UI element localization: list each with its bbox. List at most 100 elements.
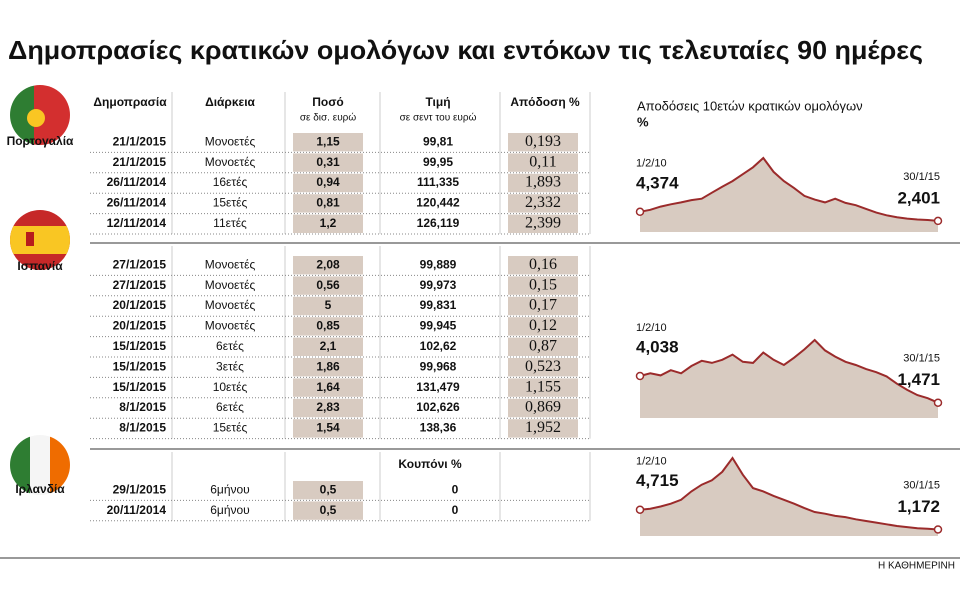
value-label: 4,038 (636, 337, 679, 356)
yield-cell (508, 419, 578, 438)
auction-date: 21/1/2015 (113, 155, 167, 169)
x-label: 30/1/15 (903, 171, 940, 183)
price: 99,968 (420, 359, 457, 373)
duration: Μονοετές (205, 319, 256, 333)
end-point (635, 371, 645, 381)
yield-cell (508, 378, 578, 397)
yield: 1,952 (525, 419, 561, 436)
auction-date: 20/1/2015 (113, 298, 167, 312)
amount-cell (293, 501, 363, 520)
auction-date: 15/1/2015 (113, 380, 167, 394)
amount: 0,56 (316, 278, 340, 292)
country-name: Ιρλανδία (15, 482, 65, 496)
amount: 2,1 (320, 339, 337, 353)
amount-cell (293, 214, 363, 233)
amount-cell (293, 337, 363, 356)
coupon: 0 (452, 503, 459, 517)
price: 99,831 (420, 298, 457, 312)
auction-date: 15/1/2015 (113, 339, 167, 353)
yield-cell (508, 214, 578, 233)
duration: 6ετές (216, 339, 244, 353)
price: 99,889 (420, 257, 457, 271)
yield-cell (508, 256, 578, 275)
auction-date: 8/1/2015 (119, 400, 166, 414)
column-header: Ποσό (312, 95, 344, 109)
amount: 5 (325, 298, 332, 312)
duration: Μονοετές (205, 155, 256, 169)
x-label: 1/2/10 (636, 456, 667, 468)
column-header: Απόδοση % (510, 95, 580, 109)
yield: 0,11 (529, 153, 556, 170)
amount: 0,5 (320, 482, 337, 496)
amount: 2,83 (316, 400, 340, 414)
x-label: 30/1/15 (903, 479, 940, 491)
end-point (933, 216, 943, 226)
price: 99,95 (423, 155, 453, 169)
yield-cell (508, 173, 578, 193)
amount: 0,81 (316, 196, 340, 210)
price: 138,36 (420, 421, 457, 435)
price: 111,335 (417, 175, 459, 189)
yield: 0,15 (529, 276, 557, 293)
amount-cell (293, 317, 363, 336)
auction-date: 27/1/2015 (113, 278, 167, 292)
value-label: 4,715 (636, 471, 679, 490)
value-label: 1,471 (897, 370, 940, 389)
yield: 0,193 (525, 133, 561, 150)
auction-date: 20/11/2014 (107, 503, 167, 517)
price: 120,442 (416, 196, 460, 210)
column-unit: σε σεντ του ευρώ (400, 112, 477, 124)
yield: 2,399 (525, 214, 561, 231)
duration: Μονοετές (205, 257, 256, 271)
price: 99,973 (420, 278, 457, 292)
auction-date: 21/1/2015 (113, 134, 167, 148)
line (639, 338, 939, 404)
duration: 15ετές (213, 196, 248, 210)
yield: 0,17 (529, 297, 557, 314)
amount: 1,2 (320, 216, 337, 230)
yield: 0,87 (529, 337, 557, 354)
amount-cell (293, 194, 363, 213)
price: 126,119 (417, 216, 460, 230)
price: 99,81 (423, 134, 453, 148)
yield-cell (508, 358, 578, 377)
amount-cell (293, 133, 363, 152)
price: 99,945 (420, 319, 457, 333)
duration: 11ετές (213, 216, 247, 230)
yield: 1,155 (525, 378, 561, 395)
flag-ireland (10, 435, 70, 495)
yield-cell (508, 398, 578, 418)
auction-date: 8/1/2015 (119, 421, 166, 435)
auction-date: 20/1/2015 (113, 319, 167, 333)
duration: 16ετές (213, 175, 248, 189)
end-point (933, 525, 943, 534)
yield-cell (508, 317, 578, 336)
column-header: Δημοπρασία (93, 95, 167, 109)
yield-cell (508, 296, 578, 316)
amount-cell (293, 378, 363, 397)
auction-date: 26/11/2014 (107, 175, 167, 189)
y-label: % (637, 114, 649, 129)
x-label: 30/1/15 (903, 353, 940, 365)
duration: Μονοετές (205, 298, 256, 312)
amount-cell (293, 276, 363, 295)
end-point (635, 505, 645, 514)
country-name: Πορτογαλία (7, 134, 74, 148)
column-header: Τιμή (425, 95, 450, 109)
amount: 1,86 (316, 359, 340, 373)
duration: 3ετές (216, 359, 244, 373)
amount-cell (293, 256, 363, 275)
country-name: Ισπανία (17, 259, 63, 273)
auction-date: 12/11/2014 (107, 216, 167, 230)
value-label: 2,401 (897, 188, 940, 207)
amount-cell (293, 398, 363, 418)
value-label: 1,172 (897, 497, 940, 516)
yield-cell (508, 133, 578, 152)
amount-cell (293, 481, 363, 500)
line (639, 156, 939, 222)
yield-cell (508, 194, 578, 213)
end-point (933, 398, 943, 407)
end-point (635, 207, 645, 217)
column-unit: σε δισ. ευρώ (300, 112, 357, 124)
